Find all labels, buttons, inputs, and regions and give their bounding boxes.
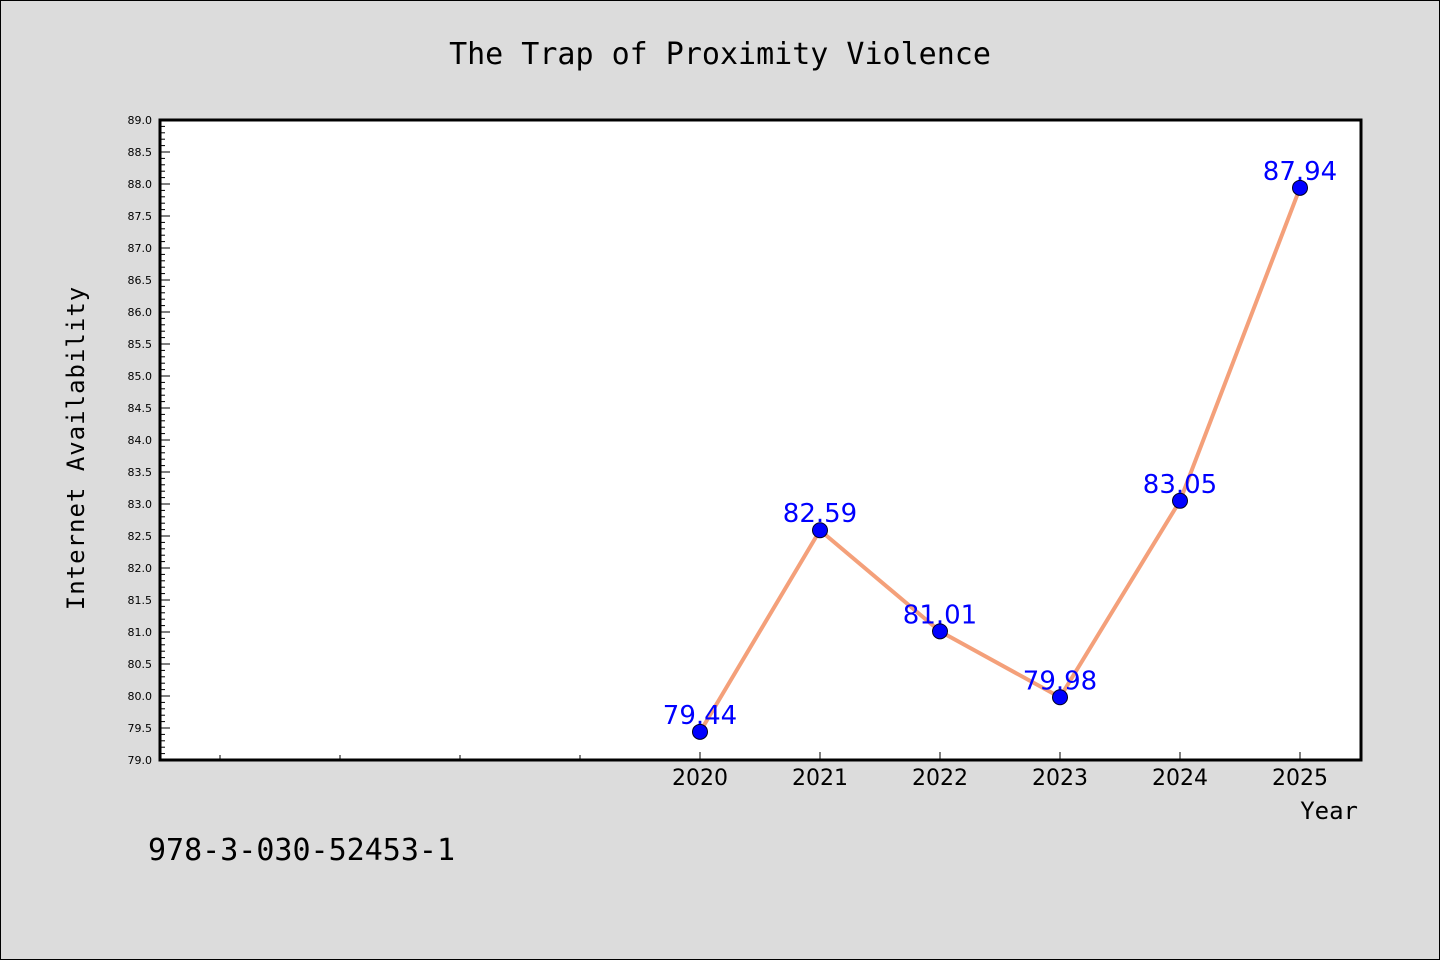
y-tick-label: 85.5 <box>128 338 153 351</box>
isbn-footnote: 978-3-030-52453-1 <box>148 833 456 868</box>
data-label: 87.94 <box>1263 157 1337 187</box>
y-axis-label: Internet Availability <box>62 286 90 610</box>
y-tick-label: 84.5 <box>128 402 153 415</box>
x-axis-label: Year <box>1300 797 1358 825</box>
y-tick-label: 88.0 <box>128 178 153 191</box>
series-line <box>698 185 1302 734</box>
y-tick-label: 82.5 <box>128 530 153 543</box>
x-tick-label: 2021 <box>792 766 848 791</box>
x-tick-label: 2025 <box>1272 766 1328 791</box>
y-axis: 79.0 79.5 80.0 80.5 81.0 81.5 82.0 82.5 83.0 83.5… <box>128 114 170 767</box>
y-tick-label: 80.5 <box>128 658 153 671</box>
data-labels: 79.44 82.59 81.01 79.98 83.05 87.94 <box>663 157 1337 731</box>
y-tick-label: 83.0 <box>128 498 153 511</box>
series-polyline <box>698 185 1302 734</box>
y-tick-label: 81.5 <box>128 594 153 607</box>
data-label: 79.98 <box>1023 666 1097 696</box>
data-point <box>812 522 828 539</box>
y-tick-label: 87.0 <box>128 242 153 255</box>
data-point <box>932 623 948 640</box>
y-tick-label: 87.5 <box>128 210 153 223</box>
data-label: 79.44 <box>663 701 737 731</box>
y-tick-label: 86.0 <box>128 306 153 319</box>
y-tick-label: 79.5 <box>128 722 153 735</box>
y-tick-label: 80.0 <box>128 690 153 703</box>
x-tick-label: 2022 <box>912 766 968 791</box>
data-label: 82.59 <box>783 499 857 529</box>
y-tick-label: 83.5 <box>128 466 153 479</box>
y-tick-label: 88.5 <box>128 146 153 159</box>
chart-title: The Trap of Proximity Violence <box>449 37 991 72</box>
y-tick-label: 79.0 <box>128 754 153 767</box>
y-tick-label: 84.0 <box>128 434 153 447</box>
data-point <box>1172 492 1188 509</box>
y-tick-label: 86.5 <box>128 274 153 287</box>
data-point <box>1292 179 1308 196</box>
x-tick-label: 2023 <box>1032 766 1088 791</box>
series-markers <box>692 179 1308 740</box>
data-label: 83.05 <box>1143 470 1217 500</box>
y-tick-label: 82.0 <box>128 562 153 575</box>
y-tick-label: 81.0 <box>128 626 153 639</box>
data-label: 81.01 <box>903 600 977 630</box>
plot-area <box>158 118 1363 762</box>
x-tick-label: 2024 <box>1152 766 1208 791</box>
data-point <box>1052 689 1068 706</box>
x-axis: 2020 2021 2022 2023 2024 2025 <box>219 752 1328 791</box>
data-point <box>692 723 708 740</box>
y-tick-label: 85.0 <box>128 370 153 383</box>
x-tick-label: 2020 <box>672 766 728 791</box>
y-tick-label: 89.0 <box>128 114 153 127</box>
